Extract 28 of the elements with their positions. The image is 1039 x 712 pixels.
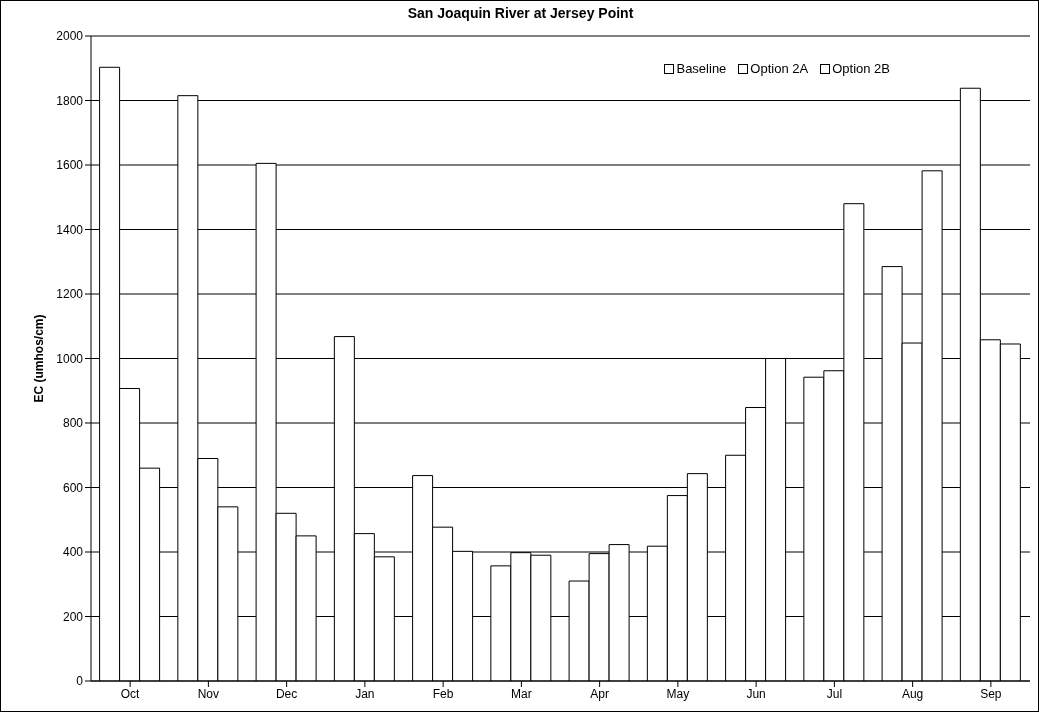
x-tick-label: Jul xyxy=(826,686,843,701)
x-tick-label: Jan xyxy=(355,686,375,701)
y-tick-label: 2000 xyxy=(56,29,84,44)
x-tick-label: Apr xyxy=(590,686,609,701)
y-tick-label: 0 xyxy=(76,674,84,689)
y-tick-label: 400 xyxy=(62,545,84,560)
x-tick-label: May xyxy=(666,686,690,701)
y-axis-title: EC (umhos/cm) xyxy=(32,314,47,403)
y-tick-label: 200 xyxy=(62,609,84,624)
legend-label: Baseline xyxy=(675,61,727,76)
x-tick-label: Aug xyxy=(901,686,924,701)
y-tick-label: 1200 xyxy=(56,287,84,302)
x-tick-label: Nov xyxy=(197,686,220,701)
x-tick-label: Feb xyxy=(432,686,454,701)
y-tick-label: 1000 xyxy=(56,351,84,366)
y-tick-label: 1800 xyxy=(56,93,84,108)
x-tick-label: Jun xyxy=(746,686,766,701)
y-tick-label: 1400 xyxy=(56,222,84,237)
x-tick-label: Sep xyxy=(980,686,1002,701)
legend-label: Option 2B xyxy=(831,61,890,76)
x-tick-label: Dec xyxy=(275,686,298,701)
y-tick-label: 600 xyxy=(62,480,84,495)
x-tick-label: Mar xyxy=(511,686,532,701)
y-tick-label: 1600 xyxy=(56,158,84,173)
chart-title: San Joaquin River at Jersey Point xyxy=(406,5,635,21)
y-tick-label: 800 xyxy=(62,416,84,431)
x-tick-label: Oct xyxy=(120,686,141,701)
legend-label: Option 2A xyxy=(749,61,809,76)
